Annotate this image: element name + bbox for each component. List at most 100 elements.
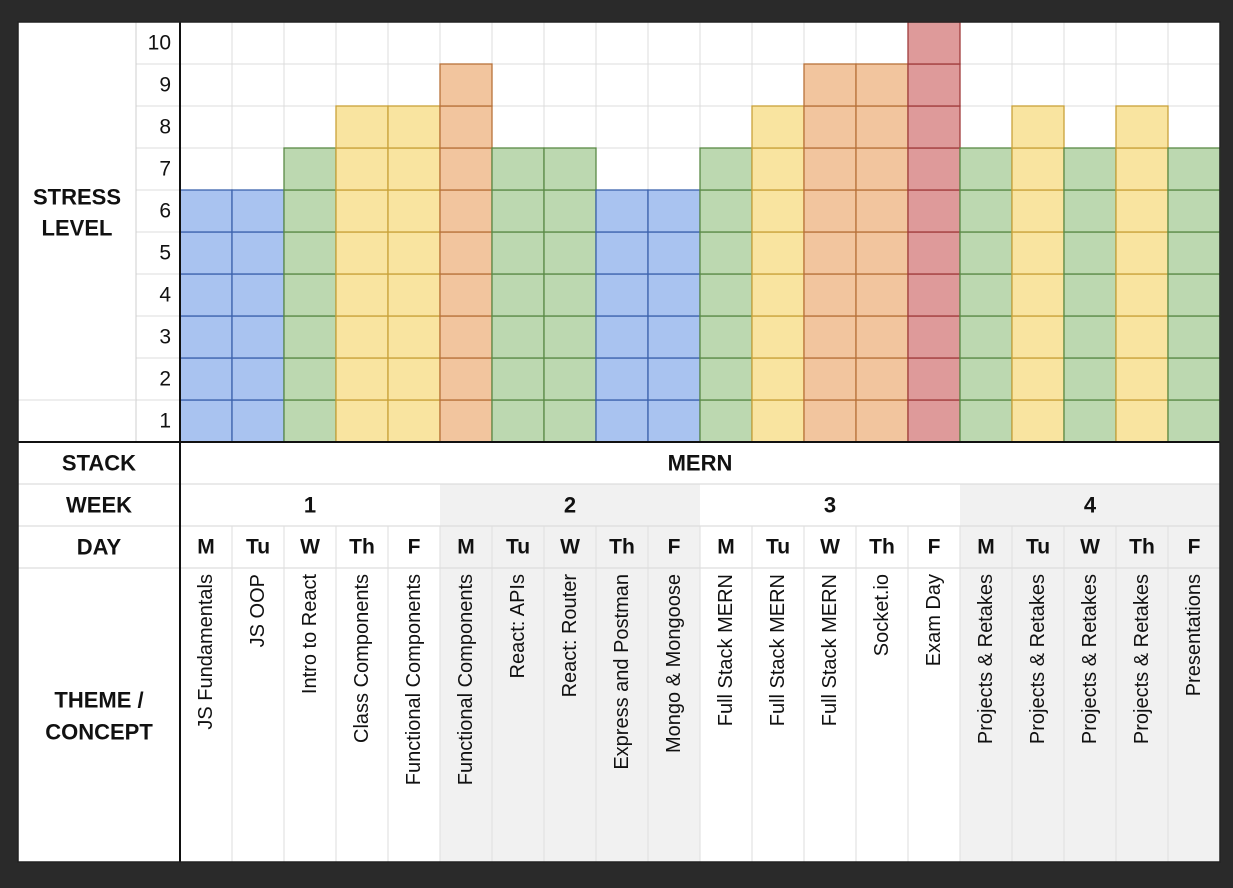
week-label: 2 [564,493,576,518]
bar-cell-13 [803,63,857,107]
bar-cell-13 [803,273,857,317]
bar-cell-4 [335,273,389,317]
bar-cell-15 [907,189,961,233]
bar-cell-4 [335,147,389,191]
bar-cell-8 [543,399,597,443]
bar-cell-8 [543,315,597,359]
bar-cell-19 [1115,147,1169,191]
day-label: Th [1129,536,1155,559]
y-tick-label: 3 [159,326,171,349]
bar-cell-7 [491,147,545,191]
y-tick-label: 10 [148,32,171,55]
bar-cell-6 [439,399,493,443]
bar-cell-17 [1011,315,1065,359]
bar-cell-14 [855,357,909,401]
bar-cell-1 [179,399,233,443]
week-label: 3 [824,493,836,518]
bar-cell-9 [595,315,649,359]
bar-cell-2 [231,315,285,359]
week-label: 4 [1084,493,1097,518]
bar-cell-5 [387,315,441,359]
theme-label: Projects & Retakes [1131,574,1153,744]
bar-cell-15 [907,105,961,149]
bar-cell-2 [231,189,285,233]
bar-cell-6 [439,231,493,275]
week-shade [960,484,1220,862]
bar-cell-20 [1167,273,1221,317]
day-label: M [977,536,995,559]
bar-cell-19 [1115,315,1169,359]
bar-cell-6 [439,357,493,401]
bar-cell-4 [335,315,389,359]
bar-cell-1 [179,357,233,401]
week-shade [700,484,960,862]
bar-cell-2 [231,357,285,401]
bar-cell-4 [335,399,389,443]
bar-cell-9 [595,357,649,401]
y-tick-label: 8 [159,116,171,139]
bar-cell-1 [179,231,233,275]
bar-cell-15 [907,399,961,443]
day-label: F [408,536,421,559]
bar-cell-13 [803,147,857,191]
bar-cell-14 [855,399,909,443]
day-label: F [928,536,941,559]
bar-cell-6 [439,147,493,191]
bar-cell-18 [1063,147,1117,191]
theme-label: Exam Day [923,574,945,666]
bar-cell-1 [179,315,233,359]
bar-cell-4 [335,357,389,401]
bar-cell-15 [907,63,961,107]
bar-cell-6 [439,105,493,149]
bar-cell-2 [231,273,285,317]
bar-cell-3 [283,399,337,443]
bar-cell-8 [543,273,597,317]
bar-cell-7 [491,357,545,401]
row-label-week: WEEK [66,493,132,518]
bar-cell-16 [959,399,1013,443]
bar-cell-6 [439,63,493,107]
week-shade [180,484,440,862]
day-label: Tu [506,536,530,559]
day-label: Th [349,536,375,559]
bar-cell-11 [699,189,753,233]
bar-cell-18 [1063,357,1117,401]
bar-cell-9 [595,189,649,233]
bar-cell-6 [439,189,493,233]
bar-cell-18 [1063,399,1117,443]
theme-label: JS Fundamentals [195,574,217,730]
bar-cell-12 [751,357,805,401]
bar-cell-8 [543,357,597,401]
bar-cell-5 [387,399,441,443]
bar-cell-14 [855,147,909,191]
theme-label: React: Router [559,574,581,698]
week-shade [440,484,700,862]
bar-cell-6 [439,315,493,359]
bar-cell-19 [1115,273,1169,317]
day-label: W [300,536,320,559]
row-label-day: DAY [77,535,122,560]
theme-label: Full Stack MERN [767,574,789,726]
bar-cell-2 [231,231,285,275]
bar-cell-16 [959,273,1013,317]
bar-cell-12 [751,105,805,149]
bar-cell-9 [595,231,649,275]
bar-cell-12 [751,231,805,275]
bar-cell-20 [1167,399,1221,443]
bar-cell-12 [751,315,805,359]
bar-cell-16 [959,357,1013,401]
bar-cell-13 [803,315,857,359]
bar-cell-14 [855,273,909,317]
bar-cell-13 [803,105,857,149]
theme-label: JS OOP [247,574,269,647]
bar-cell-7 [491,315,545,359]
bar-cell-7 [491,399,545,443]
y-tick-label: 5 [159,242,171,265]
y-axis-label: LEVEL [42,216,113,241]
bar-cell-13 [803,357,857,401]
bar-cell-18 [1063,315,1117,359]
bar-cell-15 [907,147,961,191]
bar-cell-10 [647,273,701,317]
bar-cell-4 [335,231,389,275]
day-label: M [457,536,475,559]
